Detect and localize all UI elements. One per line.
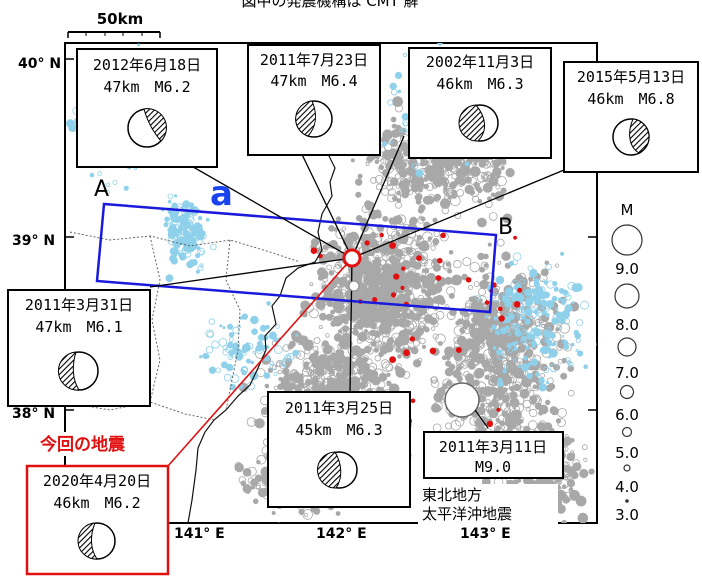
event-date: 2015年5月13日: [577, 68, 685, 86]
event-info: 46km M6.2: [53, 494, 140, 512]
event-info: 47km M6.1: [35, 318, 122, 336]
focal-mechanism-icon: [58, 352, 98, 390]
focal-mechanism-icon: [317, 452, 357, 488]
event-info: 47km M6.4: [270, 72, 357, 90]
event-box-2002-11-03: 2002年11月3日 46km M6.3: [409, 48, 551, 158]
map-title: 図中の発震機構は CMT 解: [241, 0, 418, 10]
scale-bar: 50km: [68, 10, 160, 38]
legend-m7: 7.0: [615, 364, 639, 382]
lon-label-143: 143° E: [460, 526, 511, 542]
event-box-2011-03-31: 2011年3月31日 47km M6.1: [8, 290, 150, 406]
tohoku-event-box: 2011年3月11日 M9.0: [424, 432, 563, 478]
event-info: 46km M6.8: [587, 90, 674, 108]
tohoku-magnitude: M9.0: [475, 458, 511, 476]
tohoku-name-line1: 東北地方: [422, 486, 482, 504]
event-box-2011-03-25: 2011年3月25日 45km M6.3: [268, 392, 410, 507]
magnitude-legend: M 9.0 8.0 7.0 6.0 5.0 4.0 3.0: [612, 201, 642, 524]
section-label-a: a: [210, 174, 233, 214]
event-date: 2012年6月18日: [93, 56, 201, 74]
focal-mechanism-icon: [296, 101, 332, 137]
event-info: 47km M6.2: [103, 78, 190, 96]
event-date: 2011年7月23日: [260, 51, 368, 69]
event-date: 2011年3月25日: [285, 399, 393, 417]
event-box-2020-04-20: 2020年4月20日 46km M6.2: [27, 466, 168, 574]
focal-mechanism-icon: [78, 523, 115, 559]
white-marker: [349, 281, 359, 291]
legend-m5: 5.0: [615, 444, 639, 462]
event-date: 2020年4月20日: [43, 472, 151, 490]
longitude-labels: 141° E 142° E 143° E: [174, 526, 511, 542]
lat-label-38: 38° N: [12, 406, 55, 422]
legend-m4: 4.0: [615, 478, 639, 496]
legend-m9: 9.0: [615, 260, 639, 278]
event-box-2012-06-18: 2012年6月18日 47km M6.2: [77, 49, 217, 167]
legend-title: M: [621, 201, 634, 219]
legend-m3: 3.0: [615, 506, 639, 524]
event-date: 2002年11月3日: [426, 53, 534, 71]
focal-mechanism-icon: [128, 109, 166, 147]
tohoku-name-line2: 太平洋沖地震: [422, 505, 512, 523]
current-epicenter: [344, 250, 360, 266]
event-box-2011-07-23: 2011年7月23日 47km M6.4: [248, 45, 380, 155]
legend-m6: 6.0: [615, 406, 639, 424]
legend-m8: 8.0: [615, 316, 639, 334]
section-label-A: A: [94, 177, 109, 202]
lat-label-40: 40° N: [18, 56, 61, 72]
current-event-label: 今回の地震: [40, 434, 126, 455]
event-info: 45km M6.3: [295, 421, 382, 439]
tohoku-epicenter-circle: [445, 383, 479, 417]
event-box-2015-05-13: 2015年5月13日 46km M6.8: [564, 62, 698, 172]
lon-label-141: 141° E: [174, 526, 225, 542]
focal-mechanism-icon: [613, 119, 649, 155]
lon-label-142: 142° E: [316, 526, 367, 542]
section-label-B: B: [498, 215, 513, 240]
focal-mechanism-icon: [459, 105, 498, 141]
tohoku-date: 2011年3月11日: [439, 438, 547, 456]
lat-label-39: 39° N: [12, 233, 55, 249]
event-date: 2011年3月31日: [25, 296, 133, 314]
event-info: 46km M6.3: [436, 75, 523, 93]
scale-bar-label: 50km: [97, 10, 143, 28]
